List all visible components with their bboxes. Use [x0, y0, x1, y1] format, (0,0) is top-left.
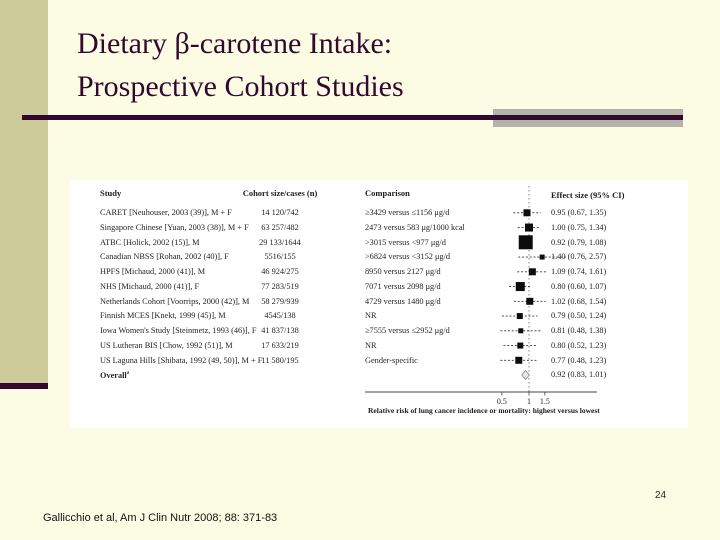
effect-marker: [515, 356, 523, 364]
study-name: HPFS [Michaud, 2000 (41)], M: [100, 267, 206, 276]
effect-size-ci: 0.79 (0.50, 1.24): [551, 311, 607, 321]
overall-effect-size-ci: 0.92 (0.83, 1.01): [551, 370, 607, 380]
comparison-text: 8950 versus 2127 μg/d: [365, 267, 441, 276]
effect-marker: [515, 282, 525, 292]
effect-size-ci: 0.77 (0.48, 1.23): [551, 355, 607, 365]
effect-marker: [528, 268, 536, 276]
study-name: Singapore Chinese [Yuan, 2003 (38)], M +…: [100, 222, 249, 232]
table-row: Finnish MCES [Knekt, 1999 (45)], M 4545/1…: [0, 311, 720, 326]
study-name: NHS [Michaud, 2000 (41)], F: [100, 281, 200, 291]
table-row: Netherlands Cohort [Voorrips, 2000 (42)]…: [0, 297, 720, 312]
effect-marker: [523, 209, 531, 217]
effect-size-ci: 1.00 (0.75, 1.34): [551, 222, 607, 232]
cohort-size-cases: 5516/155: [264, 252, 296, 262]
figure-panel: [70, 180, 688, 428]
table-row: ATBC [Holick, 2002 (15)], M 29 133/1644 >3…: [0, 238, 720, 253]
cohort-size-cases: 14 120/742: [261, 208, 299, 217]
comparison-text: ≥7555 versus ≤2952 μg/d: [365, 326, 450, 335]
effect-size-ci: 0.81 (0.48, 1.38): [551, 326, 607, 335]
effect-size-ci: 1.09 (0.74, 1.61): [551, 267, 607, 276]
effect-marker: [517, 342, 524, 349]
cohort-size-cases: 4545/138: [264, 311, 296, 321]
effect-marker: [525, 223, 533, 232]
page-number: 24: [655, 490, 667, 501]
sidebar-accent-underline: [0, 383, 48, 389]
x-tick-label: 0.5: [497, 397, 507, 406]
study-name: Canadian NBSS [Rohan, 2002 (40)], F: [100, 252, 229, 262]
slide-title: Dietary β-carotene Intake: Prospective C…: [77, 22, 697, 108]
cohort-size-cases: 41 837/138: [261, 326, 299, 335]
table-row: Iowa Women's Study [Steinmetz, 1993 (46)…: [0, 326, 720, 341]
comparison-text: Gender-specific: [365, 355, 418, 365]
table-row: Singapore Chinese [Yuan, 2003 (38)], M +…: [0, 223, 720, 238]
cohort-size-cases: 17 633/219: [261, 340, 299, 350]
column-header-effect: Effect size (95% CI): [551, 190, 625, 200]
comparison-text: ≥3429 versus ≤1156 μg/d: [365, 208, 450, 217]
overall-label: Overalla: [100, 370, 129, 380]
study-name: ATBC [Holick, 2002 (15)], M: [100, 237, 200, 247]
cohort-size-cases: 11 580/195: [261, 355, 299, 365]
x-tick-label: 1.5: [540, 397, 550, 406]
column-header-study: Study: [100, 188, 122, 198]
overall-diamond: [521, 369, 530, 381]
comparison-text: NR: [365, 340, 377, 350]
cohort-size-cases: 63 257/482: [261, 222, 299, 232]
overall-footnote-mark: a: [126, 370, 130, 377]
study-name: US Lutheran BIS [Chow, 1992 (51)], M: [100, 340, 233, 350]
title-rule: [22, 115, 683, 120]
sidebar-accent-bar: [0, 0, 48, 383]
study-name: Finnish MCES [Knekt, 1999 (45)], M: [100, 311, 226, 321]
table-row: NHS [Michaud, 2000 (41)], F 77 283/519 707…: [0, 282, 720, 297]
comparison-text: >6824 versus <3152 μg/d: [365, 252, 451, 262]
effect-size-ci: 1.02 (0.68, 1.54): [551, 296, 607, 306]
effect-size-ci: 0.95 (0.67, 1.35): [551, 208, 607, 217]
x-axis-label: Relative risk of lung cancer incidence o…: [368, 406, 600, 415]
table-row: HPFS [Michaud, 2000 (41)], M 46 924/275 89…: [0, 267, 720, 282]
study-name: US Laguna Hills [Shibata, 1992 (49, 50)]…: [100, 355, 263, 365]
slide-title-line1: Dietary β-carotene Intake:: [77, 27, 393, 60]
slide-title-line2: Prospective Cohort Studies: [77, 70, 404, 103]
effect-size-ci: 1.40 (0.76, 2.57): [551, 252, 607, 262]
x-tick-label: 1: [527, 397, 531, 406]
cohort-size-cases: 58 279/939: [261, 296, 299, 306]
cohort-size-cases: 46 924/275: [261, 267, 299, 276]
effect-marker: [516, 313, 523, 320]
effect-marker: [526, 297, 534, 305]
effect-size-ci: 0.80 (0.60, 1.07): [551, 281, 607, 291]
comparison-text: 2473 versus 583 μg/1000 kcal: [365, 222, 465, 232]
citation: Gallicchio et al, Am J Clin Nutr 2008; 8…: [43, 512, 278, 524]
effect-size-ci: 0.80 (0.52, 1.23): [551, 340, 607, 350]
comparison-text: 7071 versus 2098 μg/d: [365, 281, 441, 291]
effect-marker: [539, 254, 545, 260]
column-header-comparison: Comparison: [365, 188, 410, 198]
table-row: Canadian NBSS [Rohan, 2002 (40)], F 5516/…: [0, 252, 720, 267]
effect-size-ci: 0.92 (0.79, 1.08): [551, 237, 607, 247]
comparison-text: >3015 versus <977 μg/d: [365, 237, 446, 247]
overall-text: Overall: [100, 371, 127, 381]
table-row: US Laguna Hills [Shibata, 1992 (49, 50)]…: [0, 356, 720, 371]
column-header-cohort: Cohort size/cases (n): [242, 188, 318, 198]
table-row: US Lutheran BIS [Chow, 1992 (51)], M 17 6…: [0, 341, 720, 356]
comparison-text: 4729 versus 1480 μg/d: [365, 296, 441, 306]
study-name: CARET [Neuhouser, 2003 (39)], M + F: [100, 208, 232, 217]
study-name: Iowa Women's Study [Steinmetz, 1993 (46)…: [100, 326, 257, 335]
effect-marker: [518, 328, 524, 334]
comparison-text: NR: [365, 311, 377, 321]
study-name: Netherlands Cohort [Voorrips, 2000 (42)]…: [100, 296, 250, 306]
table-row: Overalla 0.92 (0.83, 1.01): [0, 370, 720, 385]
effect-marker: [518, 235, 533, 250]
cohort-size-cases: 29 133/1644: [259, 237, 301, 247]
cohort-size-cases: 77 283/519: [261, 281, 299, 291]
table-row: CARET [Neuhouser, 2003 (39)], M + F 14 12…: [0, 208, 720, 223]
